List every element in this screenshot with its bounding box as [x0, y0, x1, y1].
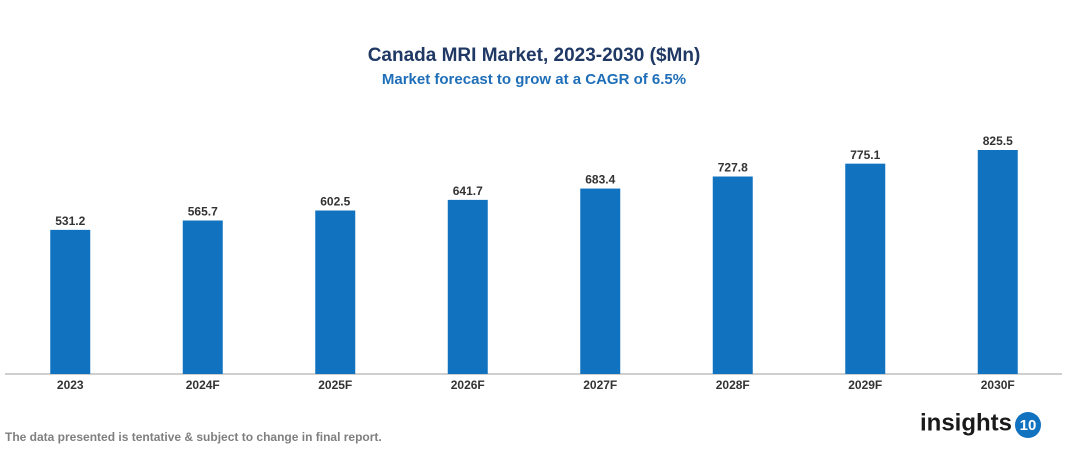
- value-label: 602.5: [320, 195, 350, 209]
- x-tick-label: 2027F: [583, 378, 617, 392]
- logo-badge: [1015, 412, 1041, 438]
- chart-title: Canada MRI Market, 2023-2030 ($Mn): [368, 45, 701, 66]
- x-tick-label: 2025F: [318, 378, 352, 392]
- bar: [315, 210, 356, 374]
- x-tick-label: 2023: [57, 378, 84, 392]
- logo-text: insights: [920, 409, 1012, 436]
- bar: [50, 229, 91, 374]
- value-label: 565.7: [188, 205, 218, 219]
- bar: [977, 150, 1018, 374]
- value-label: 641.7: [453, 184, 483, 198]
- bar: [182, 220, 223, 374]
- value-label: 531.2: [55, 214, 85, 228]
- footnote: The data presented is tentative & subjec…: [5, 430, 382, 444]
- x-tick-label: 2028F: [716, 378, 750, 392]
- value-label: 825.5: [983, 134, 1013, 148]
- chart-subtitle: Market forecast to grow at a CAGR of 6.5…: [382, 71, 686, 88]
- logo-badge-text: 10: [1020, 417, 1037, 434]
- value-label: 683.4: [585, 173, 615, 187]
- x-tick-label: 2024F: [186, 378, 220, 392]
- x-tick-label: 2026F: [451, 378, 485, 392]
- x-tick-label: 2030F: [981, 378, 1015, 392]
- bar: [580, 188, 621, 374]
- x-tick-label: 2029F: [848, 378, 882, 392]
- bar: [845, 163, 886, 374]
- value-label: 775.1: [850, 148, 880, 162]
- bar: [447, 199, 488, 374]
- value-label: 727.8: [718, 161, 748, 175]
- bar: [712, 176, 753, 374]
